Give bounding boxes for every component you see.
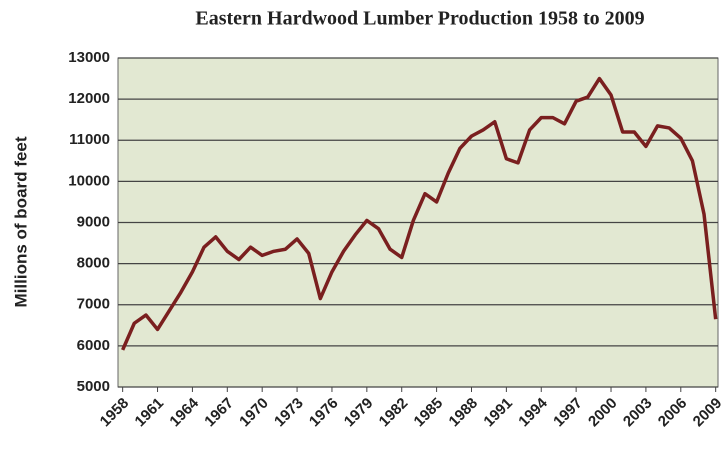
x-tick-label: 2006 <box>655 395 691 431</box>
x-tick-label: 1988 <box>446 395 482 431</box>
y-tick-label: 8000 <box>77 255 110 272</box>
x-tick-label: 1991 <box>480 395 516 431</box>
y-tick-label: 5000 <box>77 378 110 395</box>
x-tick-label: 1973 <box>271 395 307 431</box>
chart-title: Eastern Hardwood Lumber Production 1958 … <box>195 8 644 30</box>
y-tick-label: 9000 <box>77 213 110 230</box>
x-tick-label: 1982 <box>376 395 412 431</box>
x-tick-label: 1976 <box>306 395 342 431</box>
x-tick-label: 1964 <box>166 394 202 430</box>
x-tick-label: 2000 <box>585 395 621 431</box>
y-axis-label: Millions of board feet <box>11 136 30 307</box>
x-tick-label: 1961 <box>132 395 168 431</box>
x-tick-label: 2003 <box>620 395 656 431</box>
y-tick-label: 7000 <box>77 296 110 313</box>
y-tick-label: 10000 <box>68 172 110 189</box>
y-tick-label: 12000 <box>68 90 110 107</box>
y-tick-label: 6000 <box>77 337 110 354</box>
y-tick-label: 11000 <box>69 131 110 148</box>
x-tick-label: 1994 <box>515 394 551 430</box>
x-tick-label: 1985 <box>411 395 447 431</box>
x-tick-label: 1970 <box>236 395 272 431</box>
y-tick-label: 13000 <box>68 49 110 66</box>
x-tick-label: 1997 <box>550 395 586 431</box>
x-tick-label: 2009 <box>690 395 726 431</box>
x-tick-label: 1967 <box>201 395 237 431</box>
data-line <box>121 76 718 351</box>
x-tick-label: 1958 <box>97 395 133 431</box>
x-tick-label: 1979 <box>341 395 377 431</box>
